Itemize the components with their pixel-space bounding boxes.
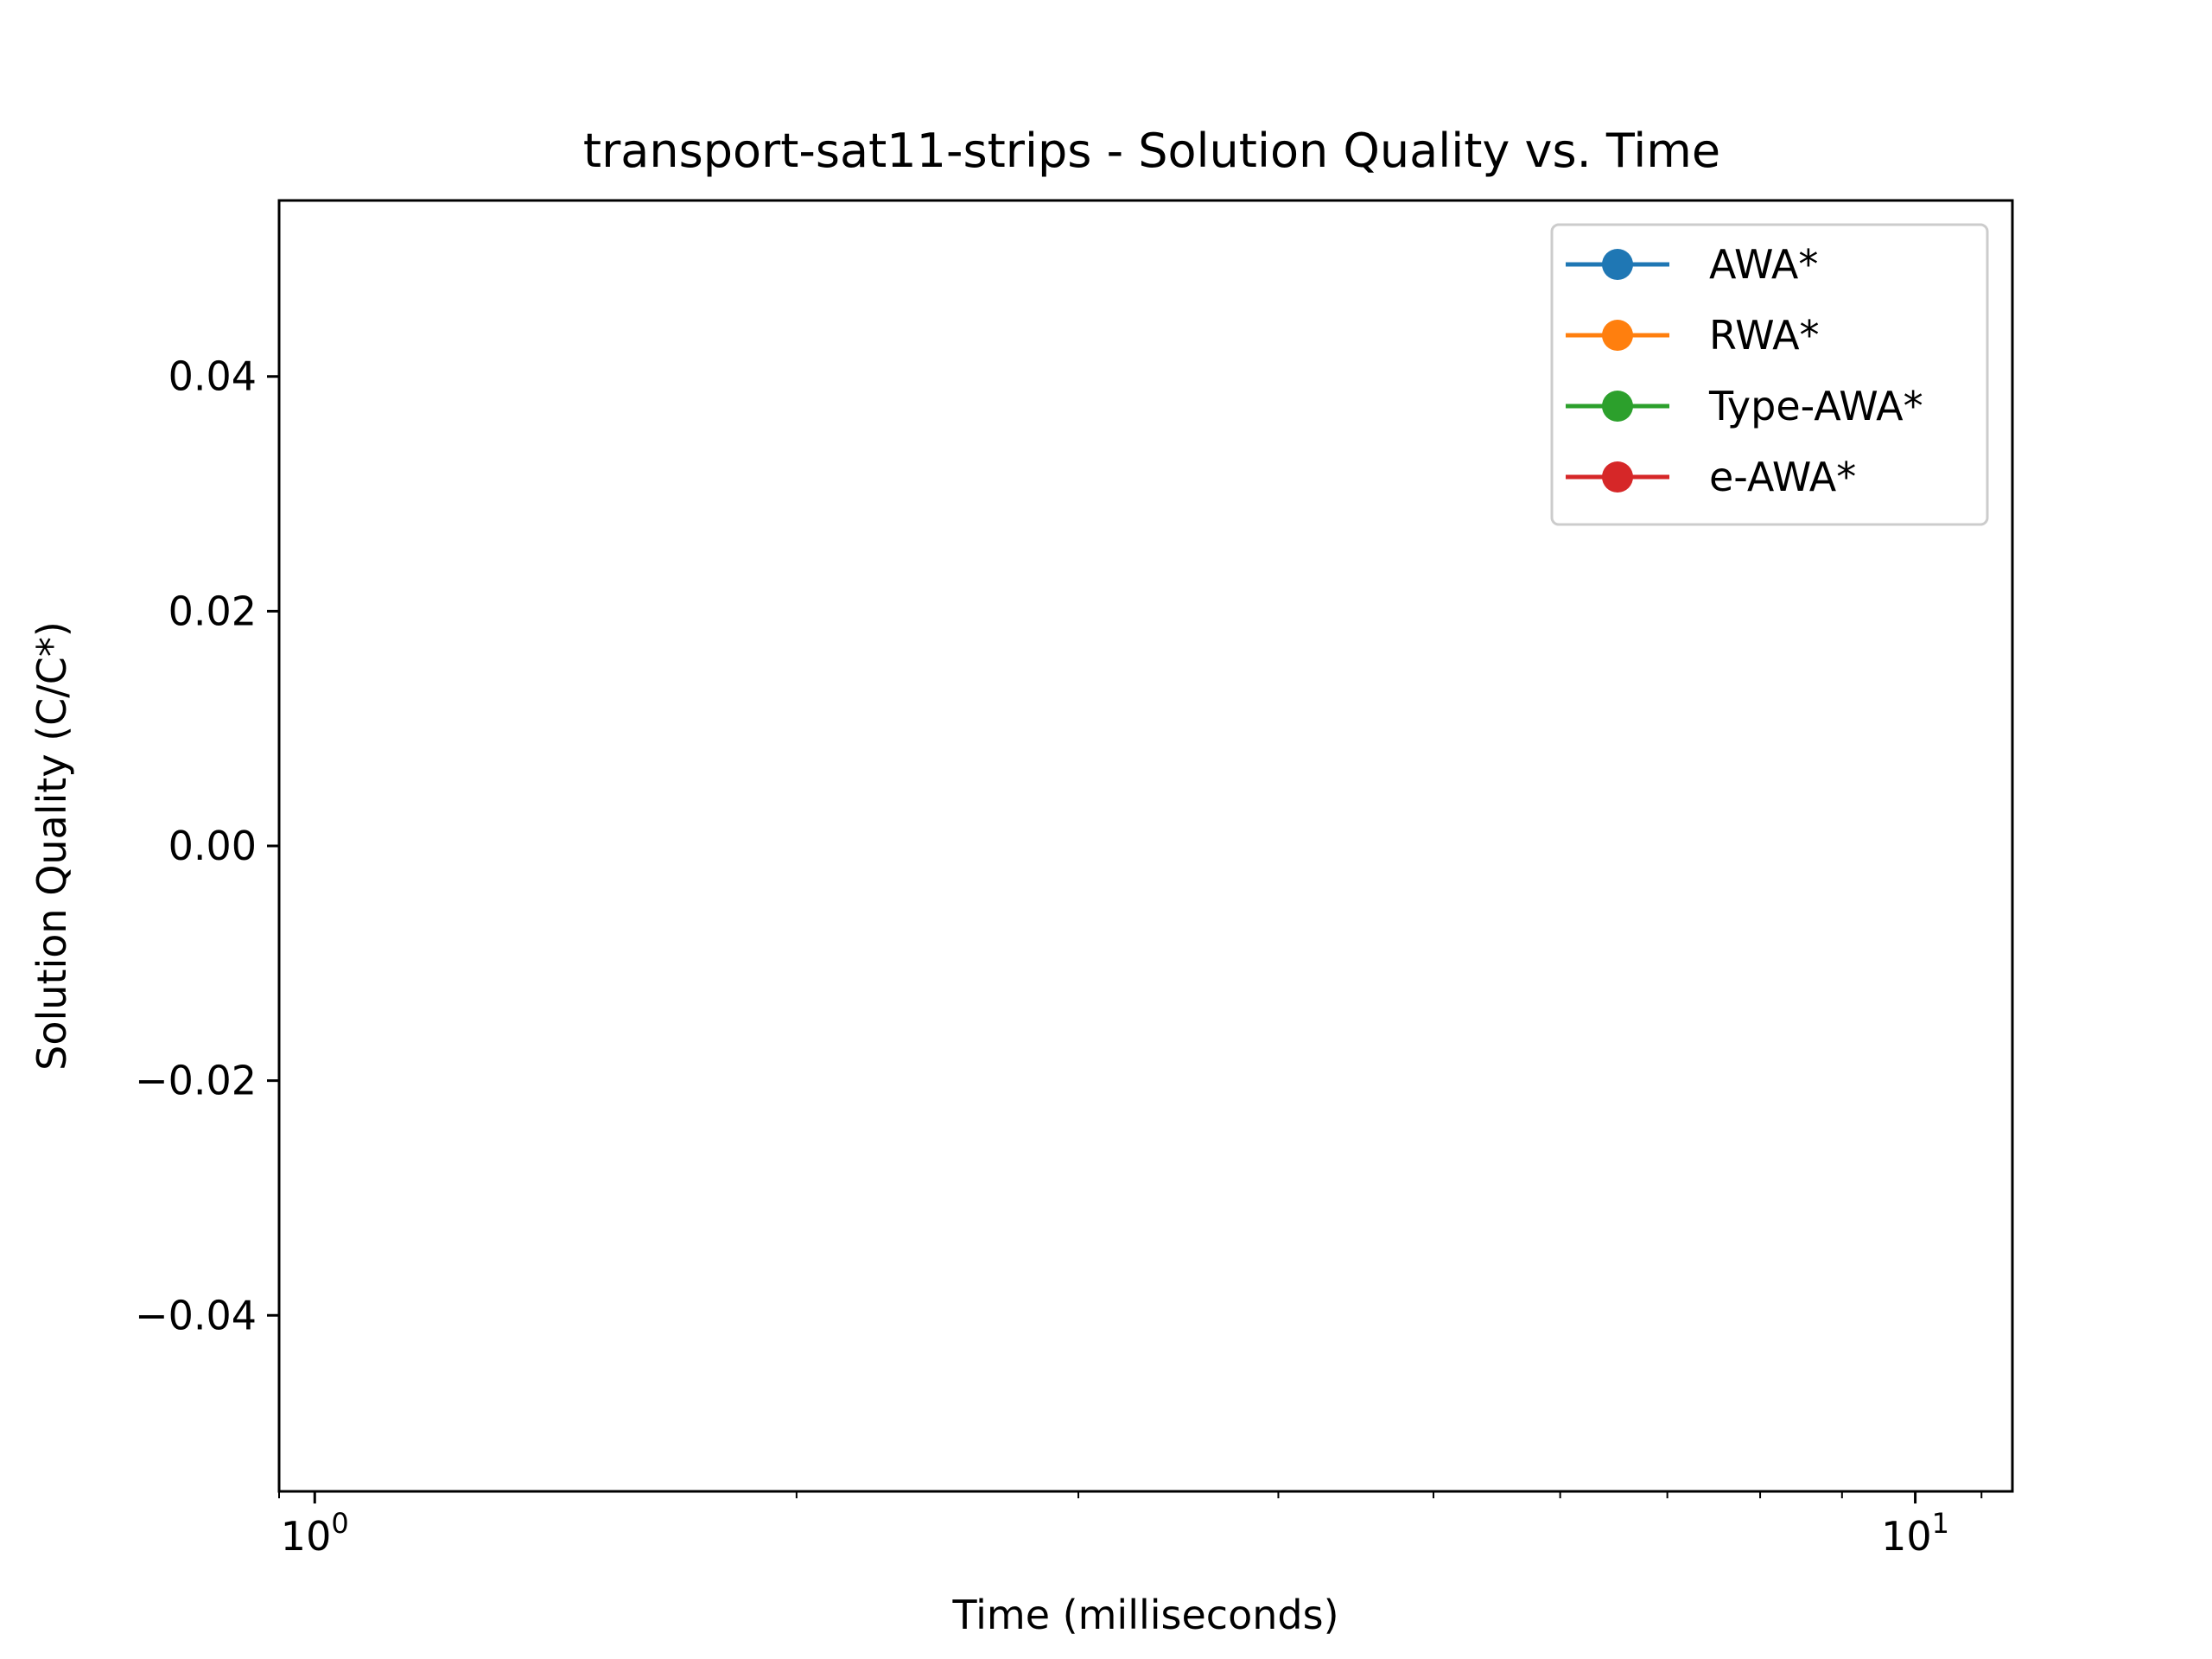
y-tick-label: 0.02 [168,588,257,634]
legend-item: RWA* [1566,312,1820,359]
legend-item: Type-AWA* [1566,383,1923,429]
y-tick-label: 0.00 [168,823,257,869]
y-axis-ticks: 0.04 0.02 0.00 −0.02 −0.04 [135,353,279,1338]
legend-marker [1602,249,1633,280]
x-tick-label: 101 [1881,1507,1949,1560]
legend-marker [1602,320,1633,351]
plot-area-frame [277,199,2014,1493]
legend-frame [1550,223,1989,526]
legend-marker [1602,461,1633,493]
legend-label: AWA* [1709,241,1818,288]
legend-label: e-AWA* [1709,454,1856,500]
legend-label: Type-AWA* [1708,383,1923,429]
x-tick-label-base: 10 [1881,1513,1932,1560]
legend-marker [1602,391,1633,422]
x-axis-ticks: 100 101 [278,1491,1983,1560]
legend-item: AWA* [1566,241,1818,288]
y-tick-label: −0.02 [135,1058,257,1104]
legend-label: RWA* [1709,312,1820,359]
legend: AWA* RWA* Type-AWA* e-AWA* [1550,223,1989,526]
legend-item: e-AWA* [1566,454,1856,500]
x-tick-label-base: 10 [281,1513,332,1560]
y-tick-label: −0.04 [135,1292,257,1338]
x-tick-label-exponent: 1 [1932,1507,1949,1540]
x-axis-label: Time (milliseconds) [951,1592,1338,1638]
x-tick-label-exponent: 0 [331,1507,348,1540]
chart-title: transport-sat11-strips - Solution Qualit… [583,124,1720,178]
y-axis-label: Solution Quality (C/C*) [29,621,75,1071]
x-tick-label: 100 [281,1507,349,1560]
y-tick-label: 0.04 [168,353,257,400]
